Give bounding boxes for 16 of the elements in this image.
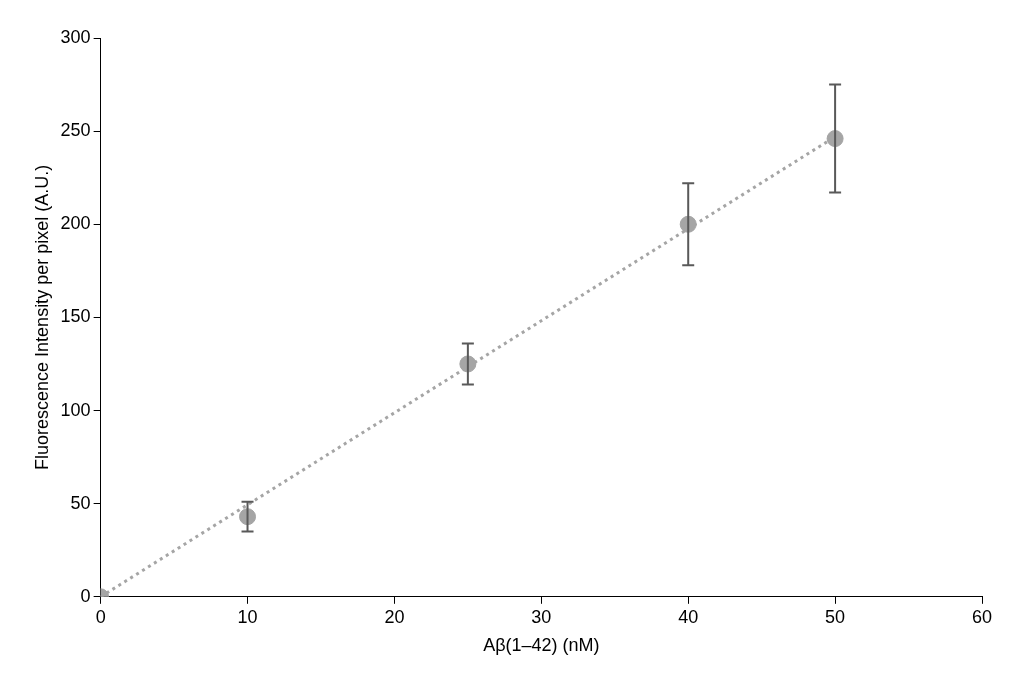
y-tick-label: 200	[60, 213, 91, 234]
x-tick-label: 30	[531, 606, 552, 627]
y-tick-label: 300	[60, 26, 91, 47]
y-tick-label: 150	[60, 306, 91, 327]
x-tick-label: 60	[971, 606, 993, 627]
x-tick-label: 0	[95, 606, 106, 627]
x-axis-title: Aβ(1–42) (nM)	[483, 635, 600, 656]
y-tick-label: 0	[80, 585, 91, 606]
x-tick-label: 20	[384, 606, 405, 627]
x-tick-label: 10	[237, 606, 258, 627]
y-tick-label: 50	[70, 492, 91, 513]
y-axis-title: Fluorescence Intensity per pixel (A.U.)	[31, 164, 52, 470]
x-tick-label: 40	[678, 606, 699, 627]
y-tick-label: 100	[60, 399, 91, 420]
y-tick-label: 250	[60, 120, 91, 141]
x-tick-label: 50	[825, 606, 846, 627]
